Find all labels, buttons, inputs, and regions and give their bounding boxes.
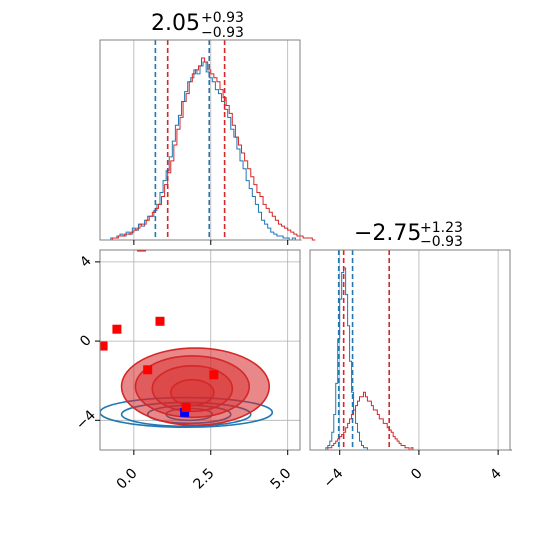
panel-2d-marks [100,250,274,429]
marker-series-2 [100,341,108,351]
marker-series-2 [112,324,122,334]
panel-2d: 0.0 2.5 5.0 −4 0 4 [73,249,301,493]
param2-title-value: −2.75 [354,221,421,246]
param1-title-plus: +0.93 [201,10,244,26]
panel-2d-inner [100,250,274,429]
histogram-param1-series-1 [101,61,302,241]
panel-hist-param1-ticks [133,240,289,245]
marker-series-2 [155,316,165,326]
x-tick-label: 4 [487,465,505,483]
panel-2d-frame [99,249,301,451]
x-tick-label: 0.0 [114,466,141,493]
panel-hist-param2-ticks: −4 0 4 [321,450,505,491]
marker-series-2 [137,250,147,252]
x-tick-label: 2.5 [191,466,218,493]
marker-series-2 [143,365,153,375]
x-tick-label: −4 [321,465,347,491]
panel-2d-yticks: −4 0 4 [73,253,100,433]
y-tick-label: 0 [77,332,95,350]
panel-hist-param2-grid [339,250,499,450]
panel-hist-param1-frame [99,39,301,241]
param2-title-minus: −0.93 [420,234,463,250]
marker-series-1 [180,407,190,417]
panel-2d-xticks: 0.0 2.5 5.0 [114,450,295,493]
marker-series-2 [181,402,191,412]
panel-hist-param2-marks [311,250,512,451]
histogram-param2-series-1 [311,267,512,451]
y-tick-label: 4 [77,253,95,271]
contour-series-2 [169,378,215,407]
marker-series-2 [209,370,219,380]
histogram-param1-series-2 [109,57,316,241]
x-tick-label: 5.0 [267,466,294,493]
param2-title-plus: +1.23 [420,220,463,236]
panel-hist-param1-marks [101,40,316,241]
param1-title-minus: −0.93 [201,25,244,41]
x-tick-label: 0 [408,466,426,484]
histogram-param2-series-2 [313,391,433,451]
contour-series-2 [134,355,251,419]
panel-hist-param2-frame [309,249,511,451]
param1-title-value: 2.05 [151,11,200,36]
panel-hist-param1: 2.05 +0.93 −0.93 [99,10,316,245]
y-tick-label: −4 [73,407,99,433]
panel-hist-param2: −4 0 4 −2.75 +1.23 −0.93 [309,220,512,491]
contour-series-2 [120,347,271,427]
